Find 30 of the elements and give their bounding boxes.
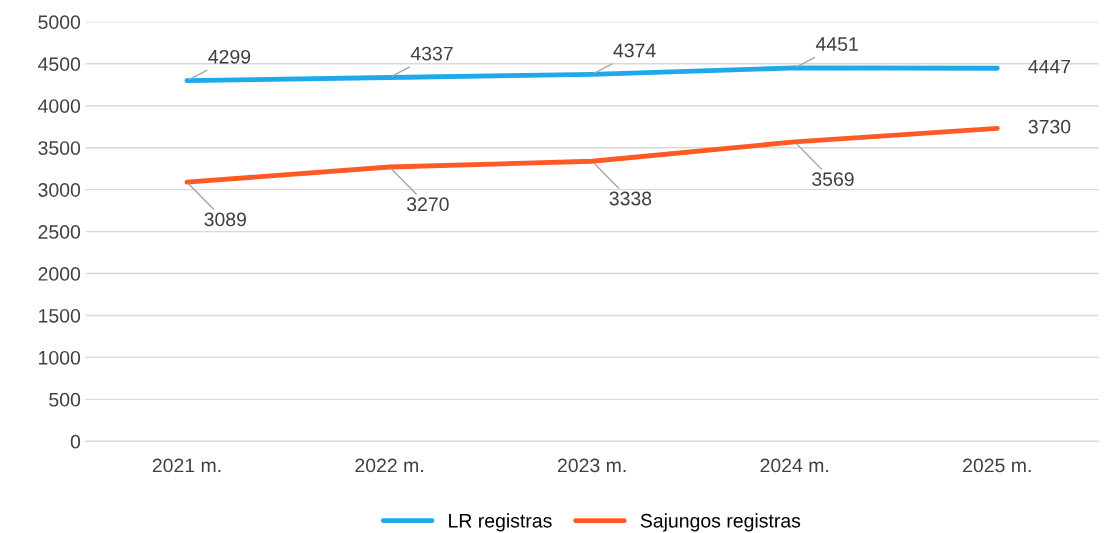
x-tick-label: 2024 m. xyxy=(760,458,829,473)
data-label: 4374 xyxy=(613,43,656,58)
legend-label: LR registras xyxy=(449,513,552,532)
line-series xyxy=(184,65,1000,84)
y-tick-label: 0 xyxy=(70,434,81,449)
y-tick-label: 1000 xyxy=(39,350,81,365)
data-label: 3270 xyxy=(406,197,449,212)
data-label: 4299 xyxy=(208,49,251,64)
data-label: 3569 xyxy=(812,172,854,187)
y-tick-label: 3500 xyxy=(38,141,81,155)
y-tick-label: 500 xyxy=(49,392,81,407)
y-tick-label: 2000 xyxy=(38,267,81,281)
x-tick-label: 2022 m. xyxy=(355,458,423,473)
y-tick-label: 1500 xyxy=(39,308,81,323)
line-series xyxy=(184,125,1000,185)
data-label: 3730 xyxy=(1028,119,1071,134)
data-label: 3089 xyxy=(204,212,246,227)
y-tick-label: 2500 xyxy=(38,225,81,239)
x-tick-label: 2023 m. xyxy=(557,458,626,473)
data-label: 4447 xyxy=(1028,59,1071,74)
data-label: 4337 xyxy=(410,46,453,61)
data-label: 3338 xyxy=(609,191,652,206)
y-tick-label: 5000 xyxy=(38,15,81,30)
x-tick-label: 2025 m. xyxy=(963,458,1031,473)
data-label: 4451 xyxy=(815,37,858,51)
legend-label: Sajungos registras xyxy=(640,513,801,532)
y-tick-label: 4000 xyxy=(38,99,81,113)
y-tick-label: 3000 xyxy=(38,183,81,197)
x-tick-label: 2021 m. xyxy=(152,458,221,473)
y-tick-label: 4500 xyxy=(38,57,81,72)
